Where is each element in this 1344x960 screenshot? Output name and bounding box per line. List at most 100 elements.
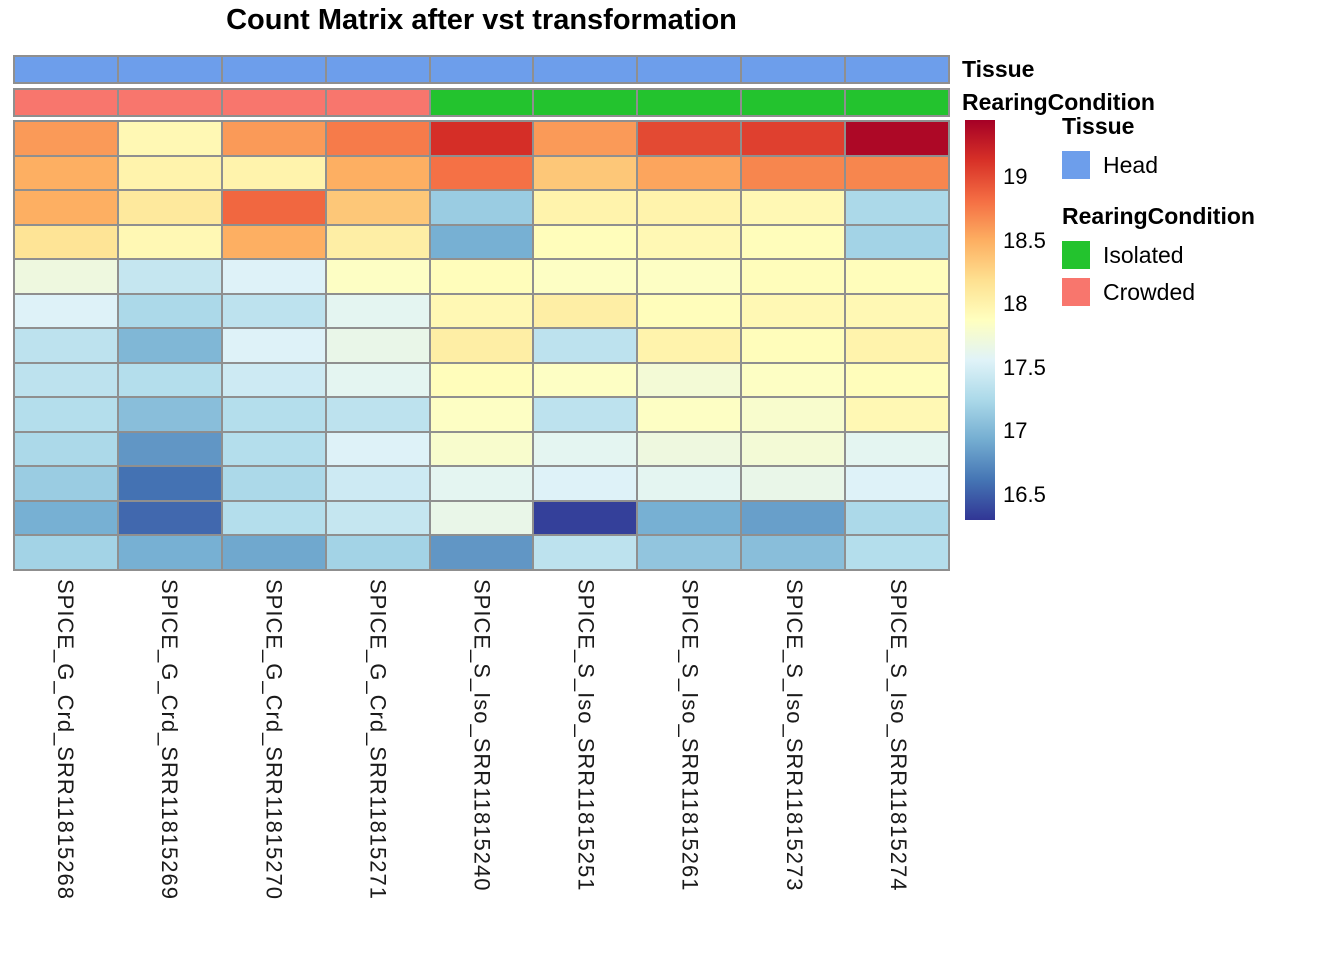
heatmap-cell: [15, 294, 117, 328]
column-label-text: SPICE_G_Crd_SRR11815269: [157, 579, 183, 900]
heatmap-cell: [742, 156, 845, 190]
column-label-text: SPICE_S_Iso_SRR11815274: [885, 579, 911, 892]
heatmap-cell: [846, 432, 948, 466]
legend-item: Isolated: [1062, 241, 1255, 269]
heatmap-cell: [638, 191, 741, 224]
rearing-annotation-row: [13, 88, 950, 117]
heatmap-cell: [534, 122, 637, 155]
heatmap-cell: [534, 467, 637, 500]
column-label-text: SPICE_G_Crd_SRR11815270: [261, 579, 287, 900]
column-label: SPICE_S_Iso_SRR11815251: [534, 579, 638, 900]
column-label-text: SPICE_S_Iso_SRR11815273: [781, 579, 807, 892]
heatmap-cell: [15, 260, 117, 293]
legend-swatch: [1062, 278, 1090, 306]
heatmap-cell: [326, 329, 429, 362]
tissue-annotation-cell: [534, 57, 637, 82]
heatmap-cell: [638, 329, 741, 362]
heatmap-cell: [742, 536, 845, 569]
heatmap-cell: [638, 225, 741, 259]
heatmap-cell: [430, 363, 533, 397]
colorbar-tick-label: 18.5: [1003, 227, 1046, 253]
heatmap-cell: [326, 260, 429, 293]
heatmap-cell: [742, 501, 845, 535]
heatmap-cell: [15, 363, 117, 397]
heatmap-cell: [118, 329, 221, 362]
column-label: SPICE_G_Crd_SRR11815268: [13, 579, 117, 900]
heatmap-cell: [118, 536, 221, 569]
heatmap-cell: [638, 536, 741, 569]
heatmap-cell: [638, 294, 741, 328]
colorbar-tick-label: 17: [1003, 418, 1028, 444]
tissue-annotation-row: [13, 55, 950, 84]
legend-rearing-items: Isolated Crowded: [1062, 241, 1255, 306]
column-label: SPICE_S_Iso_SRR11815240: [429, 579, 533, 900]
heatmap-cell: [118, 260, 221, 293]
heatmap-cell: [222, 122, 325, 155]
heatmap-cell: [430, 294, 533, 328]
heatmap-cell: [638, 363, 741, 397]
heatmap-cell: [846, 363, 948, 397]
tissue-annotation-cell: [846, 57, 949, 82]
rearing-annotation-cell: [638, 90, 741, 115]
tissue-row-label: Tissue: [962, 56, 1035, 82]
heatmap-cell: [326, 467, 429, 500]
heatmap-cell: [326, 156, 429, 190]
legend-item-label: Crowded: [1103, 278, 1196, 305]
heatmap-cell: [118, 122, 221, 155]
colorbar-gradient: [965, 120, 995, 520]
tissue-annotation-cell: [742, 57, 845, 82]
rearing-annotation-cell: [118, 90, 221, 115]
tissue-annotation-cell: [326, 57, 429, 82]
heatmap-cell: [742, 191, 845, 224]
column-label: SPICE_G_Crd_SRR11815270: [221, 579, 325, 900]
heatmap-cell: [222, 501, 325, 535]
heatmap-cell: [430, 432, 533, 466]
heatmap-cell: [118, 432, 221, 466]
heatmap-cell: [15, 536, 117, 569]
heatmap-cell: [534, 501, 637, 535]
heatmap-cell: [118, 191, 221, 224]
rearing-annotation-cell: [742, 90, 845, 115]
heatmap-cell: [846, 225, 948, 259]
heatmap-cell: [638, 467, 741, 500]
rearing-annotation-cell: [15, 90, 117, 115]
tissue-annotation-cell: [15, 57, 117, 82]
heatmap-cell: [222, 329, 325, 362]
heatmap-cell: [846, 294, 948, 328]
heatmap-cell: [638, 122, 741, 155]
rearing-annotation-cell: [534, 90, 637, 115]
heatmap-cell: [430, 536, 533, 569]
colorbar-tick-label: 16.5: [1003, 481, 1046, 507]
heatmap-cell: [430, 191, 533, 224]
heatmap-cell: [326, 432, 429, 466]
column-label: SPICE_S_Iso_SRR11815273: [742, 579, 846, 900]
legend-swatch: [1062, 151, 1090, 179]
legend-item: Head: [1062, 151, 1255, 179]
heatmap-cell: [742, 225, 845, 259]
heatmap-cell: [846, 329, 948, 362]
heatmap-cell: [846, 191, 948, 224]
heatmap-cell: [430, 329, 533, 362]
heatmap-cell: [326, 294, 429, 328]
column-label: SPICE_G_Crd_SRR11815269: [117, 579, 221, 900]
rearing-annotation-cell: [846, 90, 949, 115]
heatmap-cell: [222, 467, 325, 500]
heatmap-cell: [326, 398, 429, 431]
heatmap-cell: [846, 501, 948, 535]
heatmap-cell: [326, 225, 429, 259]
heatmap-cell: [534, 156, 637, 190]
rearing-annotation-cell: [326, 90, 429, 115]
heatmap-cell: [222, 294, 325, 328]
column-label: SPICE_G_Crd_SRR11815271: [325, 579, 429, 900]
heatmap-cell: [15, 191, 117, 224]
heatmap-cell: [222, 398, 325, 431]
column-labels: SPICE_G_Crd_SRR11815268 SPICE_G_Crd_SRR11…: [13, 579, 950, 900]
heatmap-cell: [326, 191, 429, 224]
heatmap-cell: [326, 122, 429, 155]
heatmap-cell: [118, 501, 221, 535]
heatmap-cell: [534, 398, 637, 431]
colorbar-tick-label: 19: [1003, 164, 1028, 190]
column-label: SPICE_S_Iso_SRR11815274: [846, 579, 950, 900]
heatmap-cell: [534, 363, 637, 397]
